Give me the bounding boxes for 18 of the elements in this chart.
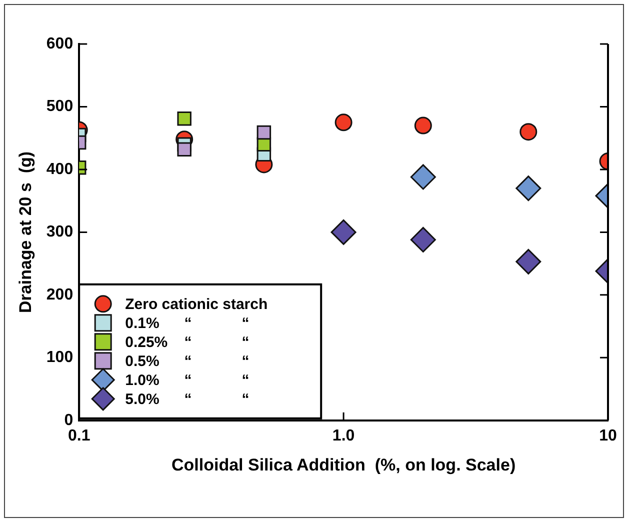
- x-tick-label: 1.0: [332, 427, 355, 444]
- legend-label: Zero cationic starch: [125, 296, 268, 314]
- y-tick-label: 400: [46, 160, 74, 178]
- legend-label: 1.0% “ “: [125, 372, 250, 390]
- x-tick-label: 10: [599, 427, 617, 444]
- legend-label: 0.1% “ “: [125, 315, 250, 332]
- y-tick-label: 100: [46, 349, 74, 366]
- y-tick-label: 600: [46, 35, 74, 52]
- legend-label: 0.25% “ “: [125, 334, 250, 352]
- y-tick-label: 500: [46, 98, 74, 116]
- x-axis-title: Colloidal Silica Addition (%, on log. Scale): [171, 455, 516, 474]
- legend-label: 5.0% “ “: [125, 391, 250, 408]
- x-tick-label: 0.1: [68, 427, 90, 444]
- legend-label: 0.5% “ “: [125, 353, 250, 370]
- y-axis-title: Drainage at 20 s (g): [16, 151, 35, 313]
- y-tick-label: 300: [46, 224, 74, 241]
- y-tick-label: 200: [46, 286, 74, 304]
- y-tick-label: 0: [64, 412, 74, 429]
